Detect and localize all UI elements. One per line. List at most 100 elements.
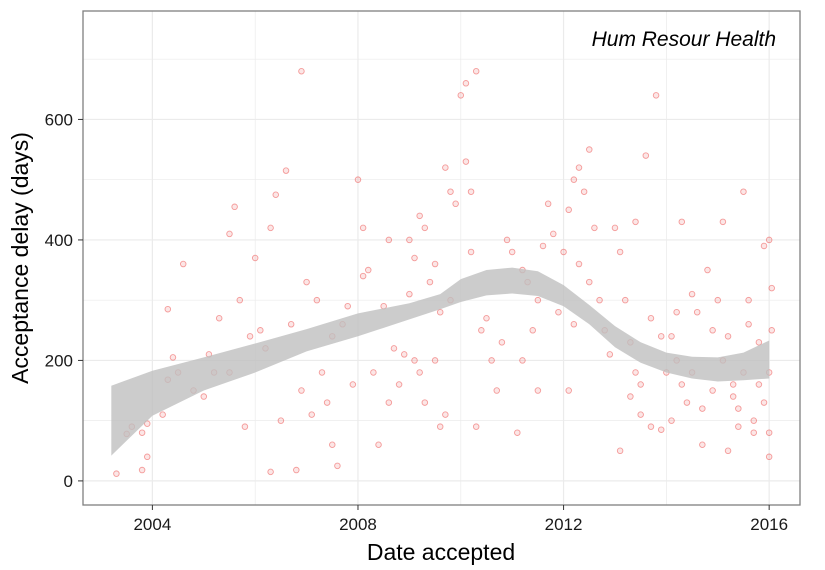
data-point — [267, 468, 274, 476]
data-point — [400, 351, 408, 358]
data-point — [729, 393, 737, 400]
data-point — [411, 254, 418, 262]
data-point — [565, 387, 572, 394]
data-point — [709, 327, 716, 334]
data-point — [627, 393, 634, 400]
data-point — [308, 411, 315, 418]
data-point — [169, 354, 177, 361]
data-point — [354, 176, 362, 183]
data-point — [226, 230, 233, 238]
data-point — [668, 417, 675, 424]
data-point — [683, 399, 691, 406]
data-point — [704, 266, 711, 274]
data-point — [570, 176, 578, 183]
data-point — [544, 200, 552, 208]
data-point — [596, 296, 603, 304]
data-point — [735, 405, 742, 412]
data-point — [632, 218, 639, 226]
data-point — [349, 381, 357, 388]
data-point — [416, 369, 423, 376]
data-point — [375, 441, 382, 449]
data-point — [359, 272, 367, 280]
data-point — [406, 236, 413, 244]
data-point — [359, 224, 367, 232]
data-point — [678, 218, 686, 226]
data-point — [673, 308, 680, 316]
data-point — [421, 224, 429, 232]
data-point — [765, 429, 773, 436]
y-tick-label: 200 — [45, 351, 73, 370]
data-point — [724, 447, 732, 455]
x-tick-label: 2016 — [750, 515, 788, 534]
data-point — [365, 266, 372, 274]
y-tick-label: 400 — [45, 231, 73, 250]
data-point — [200, 393, 208, 400]
data-point — [488, 357, 495, 364]
data-point — [452, 200, 459, 208]
data-point — [329, 441, 336, 449]
data-point — [709, 387, 716, 394]
data-point — [678, 381, 686, 388]
data-point — [447, 188, 454, 195]
data-point — [652, 92, 660, 99]
data-point — [462, 80, 470, 87]
data-point — [298, 67, 305, 75]
smooth-band — [111, 267, 770, 456]
grid-lines — [83, 11, 800, 505]
data-point — [282, 167, 290, 174]
x-tick-label: 2008 — [339, 515, 377, 534]
data-point — [591, 224, 598, 232]
data-point — [724, 333, 732, 340]
data-point — [565, 206, 572, 214]
data-point — [657, 333, 665, 340]
data-point — [714, 296, 722, 304]
data-point — [426, 278, 434, 286]
data-point — [529, 327, 536, 334]
data-point — [637, 411, 644, 418]
data-point — [647, 423, 655, 430]
data-point — [575, 164, 583, 171]
data-point — [768, 284, 775, 292]
journal-annotation: Hum Resour Health — [592, 28, 776, 51]
data-point — [251, 254, 259, 262]
data-point — [303, 278, 310, 286]
data-point — [550, 230, 557, 238]
data-point — [442, 411, 449, 418]
data-point — [287, 321, 295, 328]
data-point — [370, 369, 377, 376]
data-point — [246, 333, 254, 340]
data-point — [616, 447, 624, 455]
data-point — [164, 305, 172, 313]
data-point — [657, 426, 665, 433]
data-point — [580, 188, 588, 195]
data-point — [555, 308, 562, 316]
data-point — [668, 333, 675, 340]
data-point — [138, 429, 146, 436]
data-point — [755, 381, 763, 388]
smooth-confidence-band — [111, 267, 770, 456]
data-point — [277, 417, 285, 424]
data-point — [745, 321, 752, 328]
data-point — [642, 152, 650, 159]
data-point — [457, 92, 465, 99]
data-point — [462, 158, 470, 165]
data-point — [534, 387, 542, 394]
data-point — [765, 236, 773, 244]
plot-panel — [83, 11, 800, 505]
data-point — [385, 236, 393, 244]
data-point — [560, 248, 567, 256]
data-point — [740, 188, 747, 195]
data-point — [719, 218, 727, 226]
data-point — [735, 423, 742, 430]
data-point — [616, 248, 624, 256]
data-point — [575, 260, 583, 268]
data-point — [431, 357, 439, 364]
data-point — [241, 423, 249, 430]
data-point — [768, 327, 775, 334]
data-point — [514, 429, 521, 436]
data-point — [765, 453, 773, 461]
data-point — [519, 357, 526, 364]
data-point — [637, 381, 644, 388]
data-point — [570, 321, 578, 328]
